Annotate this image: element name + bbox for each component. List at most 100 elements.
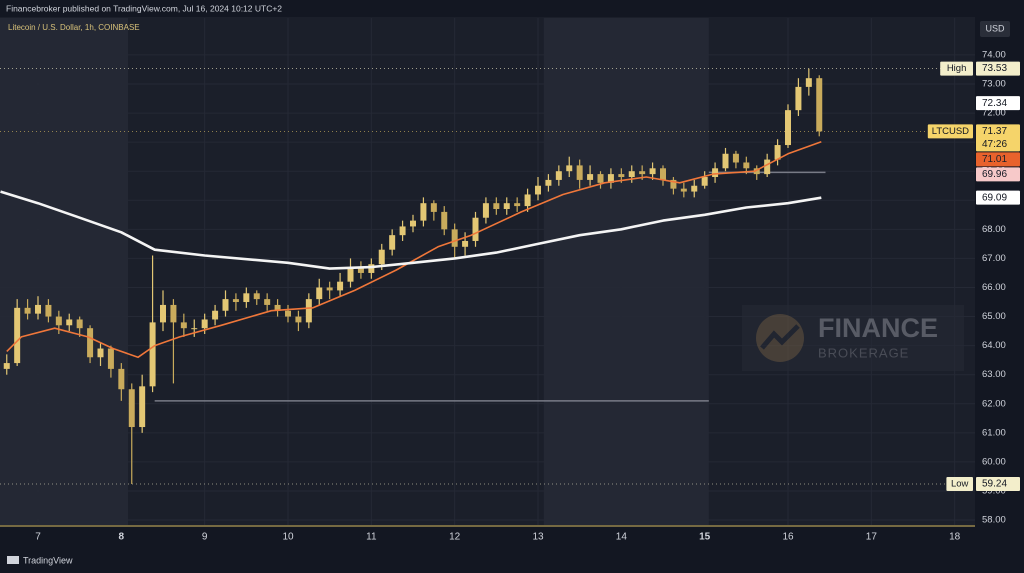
candle-body [545,179,552,186]
candle-body [764,159,771,175]
x-tick-label: 9 [202,532,208,543]
y-tick-label: 66.00 [982,282,1006,293]
x-tick-label: 16 [782,532,794,543]
candle-body [607,174,614,183]
candle-body [732,153,739,163]
price-badge [976,96,1020,111]
price-badge-tag [946,477,973,492]
candle-body [503,203,510,209]
price-badge [976,61,1020,76]
price-badge-value: 71.37 [982,126,1007,137]
moving-average-line [0,190,822,270]
candle-body [285,310,291,317]
candle-body [305,299,312,323]
candle-body [316,287,323,300]
watermark-logo-mark [760,324,800,350]
candle-body [35,304,41,314]
candle-body [816,78,823,132]
y-tick-label: 68.00 [982,224,1006,235]
candle-body [472,217,479,241]
candle-body [24,307,31,314]
candle-body [3,363,10,369]
candle-body [441,211,448,230]
y-tick-label: 58.00 [982,515,1006,526]
currency-label: USD [985,23,1005,33]
x-tick-label: 11 [366,532,377,543]
shading-layer [0,18,709,525]
y-tick-label: 65.00 [982,311,1006,322]
candle-body [357,267,364,273]
y-tick-label: 74.00 [982,49,1006,60]
candle-body [128,389,135,428]
candle-body [139,386,146,428]
candle-body [149,322,156,387]
candle-body [680,188,687,192]
candle-body [701,177,708,186]
candle-body [774,145,781,160]
price-badge-value: 73.53 [982,63,1007,74]
y-tick-label: 63.00 [982,369,1006,380]
candle-body [222,299,229,311]
candle-body [451,229,458,247]
candle-body [274,304,281,311]
watermark-subtitle: BROKERAGE [818,345,909,360]
price-badge-tag-label: LTCUSD [932,126,969,137]
candle-body [482,203,489,218]
candle-body [264,299,271,305]
candle-body [722,153,729,169]
x-tick-label: 7 [35,532,41,543]
price-badge [976,124,1020,152]
candle-body [14,307,21,364]
candle-body [212,310,219,320]
candle-body [243,293,250,303]
candle-body [587,174,594,180]
currency-box [980,21,1010,37]
header-bar [0,0,1024,17]
candle-body [597,174,604,183]
candle-body [639,171,646,175]
x-tick-label: 15 [699,532,711,543]
y-tick-label: 62.00 [982,398,1006,409]
y-tick-label: 61.00 [982,427,1006,438]
x-tick-label: 18 [949,532,961,543]
price-badge-value: 59.24 [982,479,1007,490]
candle-body [753,168,760,175]
candle-body [555,171,562,180]
footer-bar [0,547,1024,573]
price-badge-value: 72.34 [982,98,1007,109]
candle-body [232,299,239,303]
candle-body [337,281,344,291]
footer-logo [7,556,19,564]
axis-layer: 58.0059.0060.0061.0062.0063.0064.0065.00… [35,49,1020,543]
x-tick-label: 17 [866,532,878,543]
price-badge-countdown: 47:26 [982,139,1007,150]
candle-body [576,165,583,180]
candle-body [743,162,750,169]
y-tick-label: 72.00 [982,108,1006,119]
candle-body [420,203,427,221]
shaded-range [543,18,709,525]
price-badge [976,152,1020,167]
candle-body [326,287,333,291]
price-badge [976,167,1020,182]
candle-body [87,328,94,358]
price-badge-value: 69.96 [982,169,1007,180]
symbol-title: Litecoin / U.S. Dollar, 1h, COINBASE [8,23,140,32]
watermark: FINANCE BROKERAGE [742,305,964,371]
price-badge-value: 71.01 [982,154,1007,165]
y-tick-label: 67.00 [982,253,1006,264]
y-tick-label: 73.00 [982,79,1006,90]
candle-body [628,171,635,178]
candle-body [493,203,500,209]
candle-body [795,86,802,111]
candle-body [566,165,573,172]
publisher-text: Financebroker published on TradingView.c… [6,3,282,13]
candle-body [660,168,666,180]
price-axis [975,17,1024,527]
moving-average-line [6,141,822,359]
candle-body [691,185,698,192]
candle-body [389,235,396,250]
candle-body [514,203,521,207]
price-badge-tag [940,61,973,76]
